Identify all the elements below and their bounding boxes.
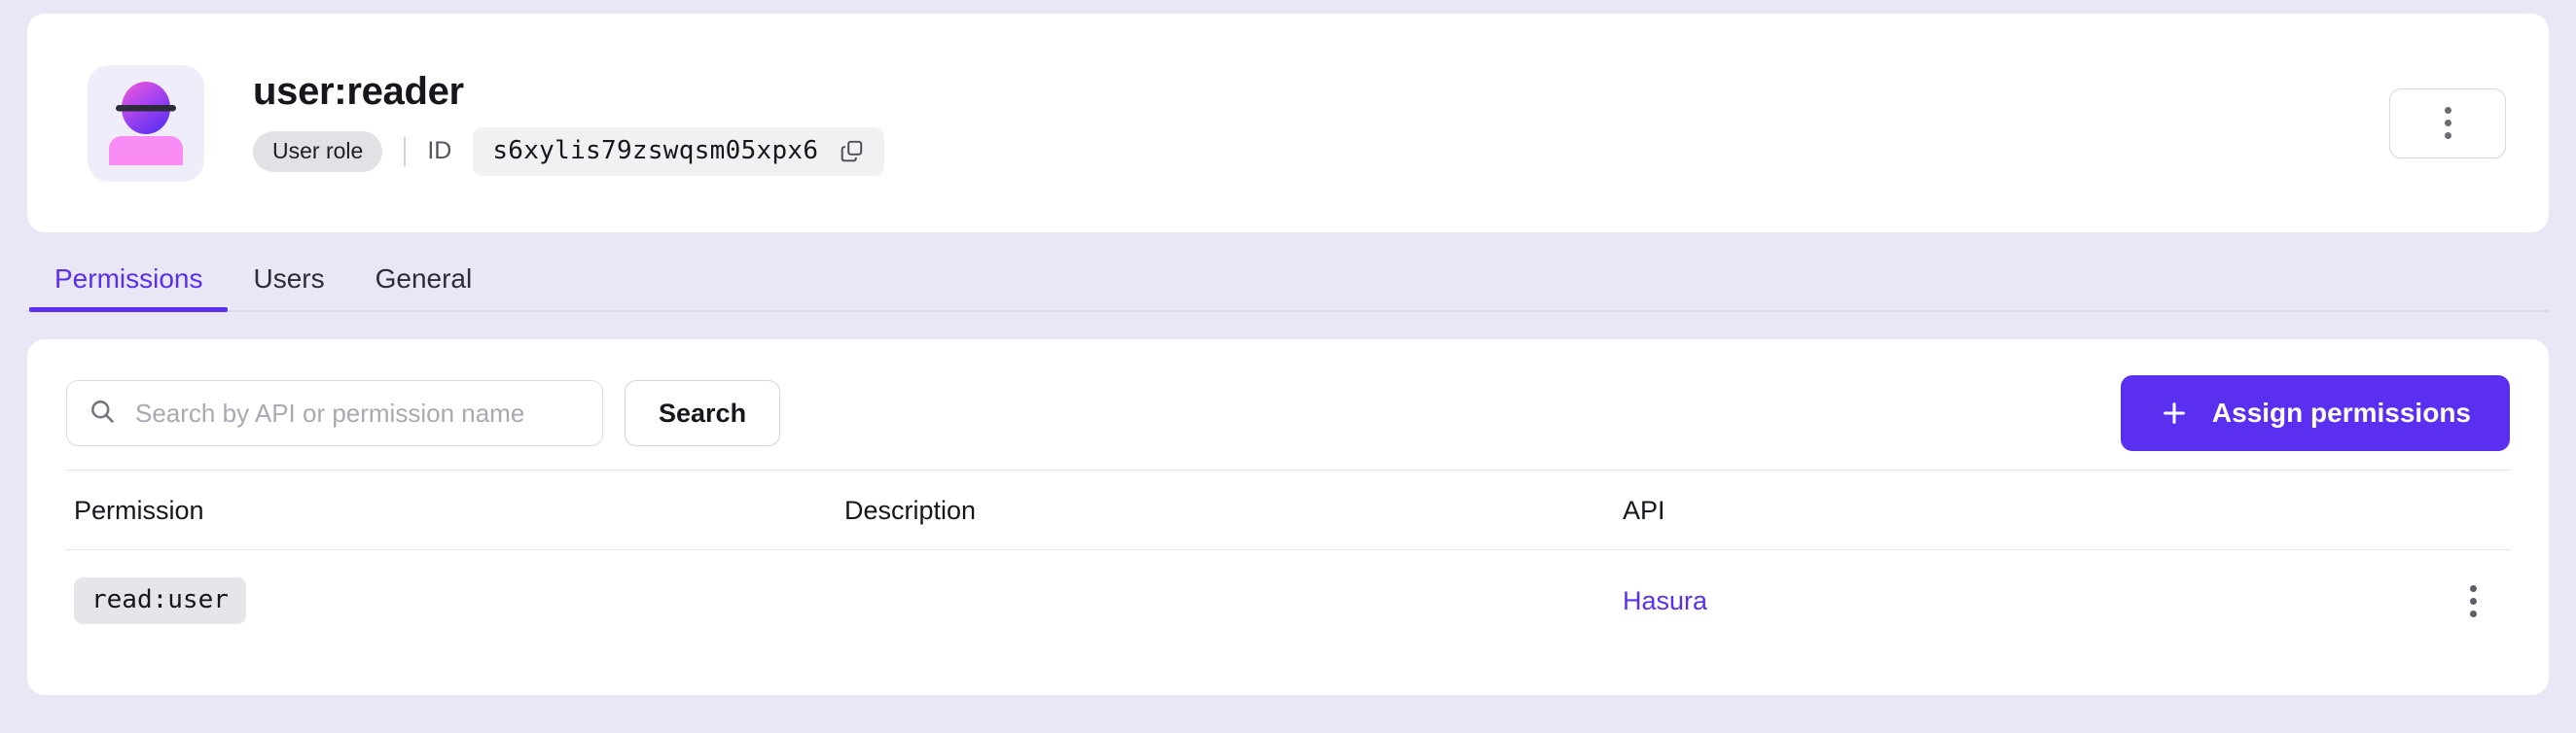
tab-general[interactable]: General [375,263,473,294]
permissions-toolbar: Search Assign permissions [66,372,2510,454]
tab-users[interactable]: Users [253,263,325,294]
cell-api: Hasura [1623,550,2362,652]
assign-permissions-label: Assign permissions [2211,398,2471,428]
identity-text-block: user:reader User role ID s6xylis79zswqsm… [253,69,885,176]
avatar [88,64,204,182]
page-title: user:reader [253,69,464,113]
status-badge: User role [253,130,383,172]
cell-permission: read:user [66,550,844,652]
column-header-permission: Permission [66,470,844,550]
row-overflow-menu-button[interactable] [2464,579,2483,623]
id-value: s6xylis79zswqsm05xpx6 [492,135,819,165]
identity-meta-row: User role ID s6xylis79zswqsm05xpx6 [253,126,885,176]
permissions-panel: Search Assign permissions Permission Des… [27,339,2549,695]
api-link[interactable]: Hasura [1623,585,1708,615]
role-identity-card: user:reader User role ID s6xylis79zswqsm… [27,14,2549,232]
page-root: user:reader User role ID s6xylis79zswqsm… [0,14,2576,733]
search-icon [89,398,116,430]
cell-description [844,550,1623,652]
cell-actions [2362,550,2510,652]
header-overflow-menu-button[interactable] [2389,87,2506,158]
tab-permissions[interactable]: Permissions [29,263,229,312]
plus-icon [2160,399,2189,428]
id-chip: s6xylis79zswqsm05xpx6 [473,126,885,176]
table-row: read:user Hasura [66,550,2510,652]
user-avatar-icon [109,81,183,165]
permission-chip: read:user [74,577,246,624]
search-input[interactable] [135,398,581,429]
tab-bar: Permissions Users General [27,232,2549,312]
column-header-description: Description [844,470,1623,550]
copy-icon[interactable] [840,138,865,163]
search-button[interactable]: Search [625,380,781,446]
dots-vertical-icon [2444,107,2451,139]
permissions-table: Permission Description API read:user Has… [66,470,2510,651]
assign-permissions-button[interactable]: Assign permissions [2120,375,2510,451]
search-field-wrapper[interactable] [66,380,603,446]
column-header-actions [2362,470,2510,550]
column-header-api: API [1623,470,2362,550]
id-label: ID [427,137,452,164]
table-header-row: Permission Description API [66,470,2510,550]
meta-divider [404,136,407,166]
